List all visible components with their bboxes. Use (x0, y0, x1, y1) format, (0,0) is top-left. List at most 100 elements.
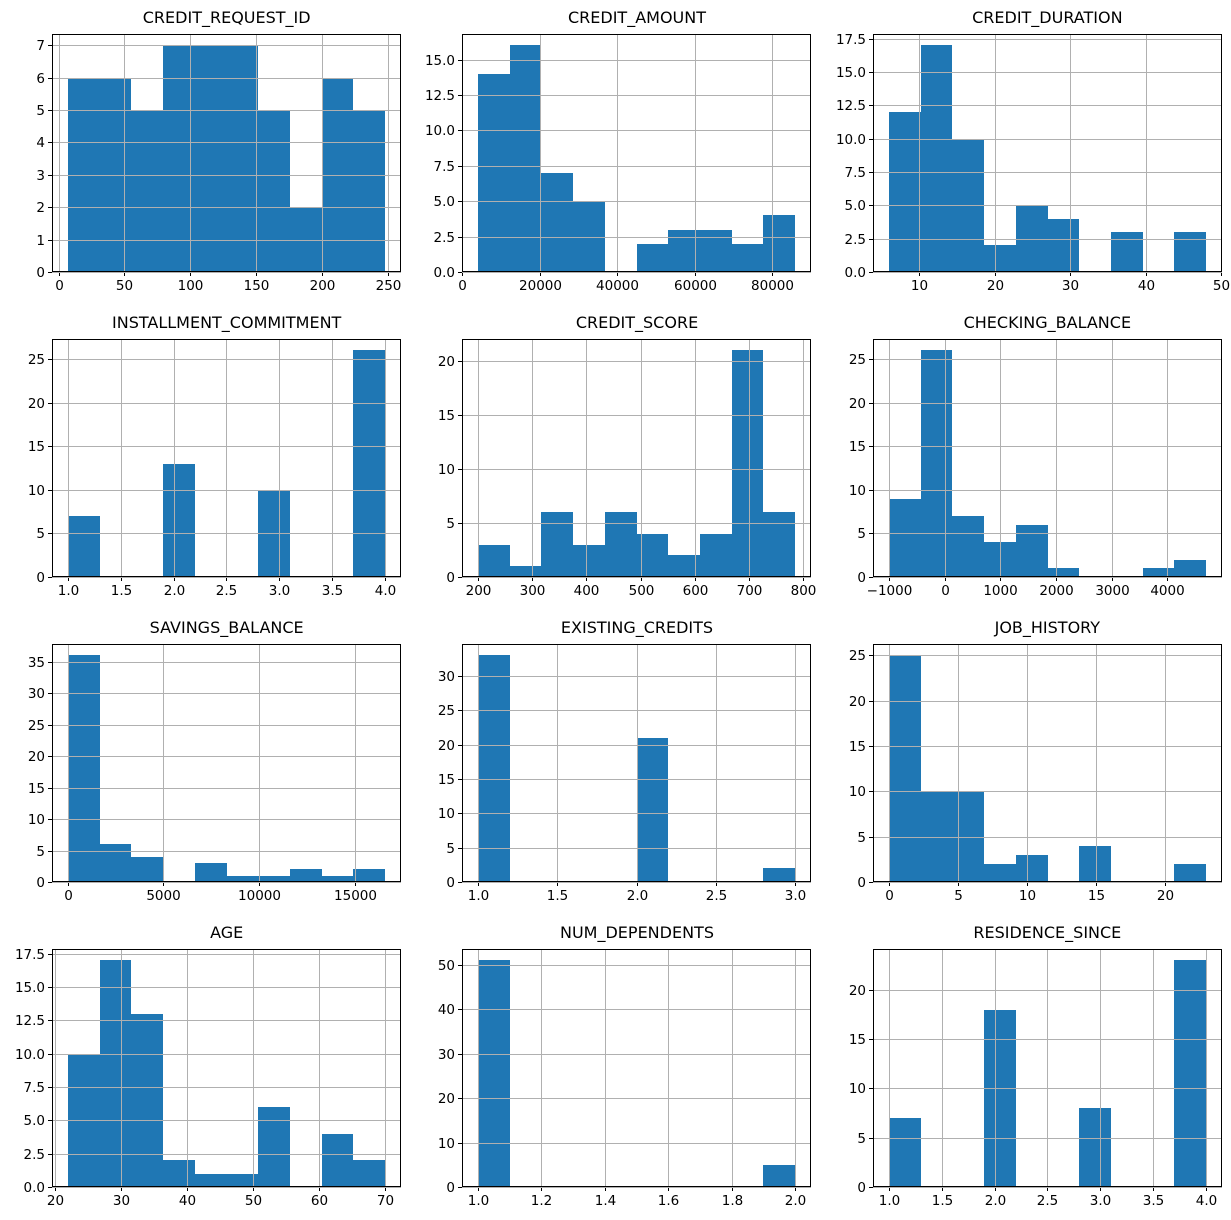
svg-text:1000: 1000 (983, 583, 1017, 599)
svg-text:15: 15 (28, 439, 45, 455)
svg-text:30: 30 (28, 686, 45, 702)
svg-text:5: 5 (857, 1131, 866, 1147)
svg-text:500: 500 (629, 583, 655, 599)
chart-title-existing-credits: EXISTING_CREDITS (560, 618, 714, 637)
svg-text:1.0: 1.0 (878, 1193, 899, 1209)
svg-text:5000: 5000 (146, 888, 180, 904)
svg-text:4: 4 (36, 135, 45, 151)
svg-text:40: 40 (438, 1002, 455, 1018)
chart-title-num-dependents: NUM_DEPENDENTS (560, 923, 714, 942)
svg-text:4.0: 4.0 (1195, 1193, 1216, 1209)
svg-text:25: 25 (848, 648, 865, 664)
svg-text:0: 0 (36, 570, 45, 586)
chart-title-installment-commitment: INSTALLMENT_COMMITMENT (112, 313, 342, 332)
plot-installment-commitment: 1.0 1.5 2.0 2.5 3.0 3.5 4.0 0 5 10 15 20 25 (0, 333, 410, 610)
plot-credit-score: 200 300 400 500 600 700 800 0 5 10 15 20 (410, 333, 820, 610)
svg-text:800: 800 (791, 583, 817, 599)
svg-text:30: 30 (1062, 278, 1079, 294)
svg-text:15: 15 (1088, 888, 1105, 904)
chart-title-age: AGE (210, 923, 244, 942)
subplot-credit-duration: CREDIT_DURATION 10 20 30 40 50 0.0 2.5 5.0 7.5 10… (821, 0, 1231, 305)
subplot-savings-balance: SAVINGS_BALANCE 0 5000 10000 15000 0 5 10 15 20 2… (0, 610, 410, 915)
svg-text:2.5: 2.5 (844, 232, 865, 248)
svg-text:5: 5 (857, 830, 866, 846)
subplot-num-dependents: NUM_DEPENDENTS 1.0 1.2 1.4 1.6 1.8 2.0 0 10 20 30… (410, 915, 820, 1220)
svg-text:150: 150 (244, 278, 270, 294)
svg-text:15.0: 15.0 (15, 980, 45, 996)
svg-text:20: 20 (848, 396, 865, 412)
svg-text:3000: 3000 (1095, 583, 1129, 599)
svg-text:5: 5 (954, 888, 963, 904)
svg-text:4000: 4000 (1150, 583, 1184, 599)
svg-text:20: 20 (438, 354, 455, 370)
svg-text:10.0: 10.0 (425, 123, 455, 139)
svg-text:50: 50 (245, 1193, 262, 1209)
svg-text:3.5: 3.5 (1142, 1193, 1163, 1209)
subplot-credit-score: CREDIT_SCORE 200 300 400 500 600 700 800 0 5 10 15… (410, 305, 820, 610)
svg-text:15: 15 (438, 772, 455, 788)
svg-text:20: 20 (1157, 888, 1174, 904)
svg-text:2.5: 2.5 (706, 888, 727, 904)
svg-text:20: 20 (438, 738, 455, 754)
svg-text:0: 0 (447, 570, 456, 586)
svg-text:0: 0 (857, 875, 866, 891)
svg-text:0: 0 (857, 1180, 866, 1196)
svg-text:0.0: 0.0 (844, 265, 865, 281)
svg-text:40000: 40000 (596, 278, 639, 294)
svg-text:4.0: 4.0 (375, 583, 396, 599)
svg-text:2.0: 2.0 (984, 1193, 1005, 1209)
svg-text:1.4: 1.4 (595, 1193, 616, 1209)
plot-job-history: 0 5 10 15 20 0 5 10 15 20 25 (821, 638, 1231, 915)
svg-text:200: 200 (466, 583, 492, 599)
chart-title-credit-duration: CREDIT_DURATION (972, 8, 1123, 27)
svg-text:0: 0 (36, 265, 45, 281)
svg-text:300: 300 (520, 583, 546, 599)
svg-text:0.0: 0.0 (24, 1180, 45, 1196)
svg-text:0: 0 (447, 1180, 456, 1196)
svg-text:10: 10 (848, 784, 865, 800)
chart-title-checking-balance: CHECKING_BALANCE (963, 313, 1132, 332)
svg-text:5.0: 5.0 (434, 194, 455, 210)
svg-text:2: 2 (36, 200, 45, 216)
svg-text:25: 25 (28, 718, 45, 734)
svg-text:10: 10 (848, 483, 865, 499)
svg-text:600: 600 (683, 583, 709, 599)
subplot-checking-balance: CHECKING_BALANCE −1000 0 1000 2000 3000 4000 0… (821, 305, 1231, 610)
svg-text:15000: 15000 (334, 888, 377, 904)
svg-text:2000: 2000 (1039, 583, 1073, 599)
svg-text:35: 35 (28, 655, 45, 671)
svg-text:5: 5 (447, 841, 456, 857)
svg-text:10: 10 (438, 462, 455, 478)
plot-credit-amount: 0 20000 40000 60000 80000 0.0 2.5 5.0 7.5 10.0 12.… (410, 28, 820, 305)
svg-text:10: 10 (438, 1136, 455, 1152)
svg-text:20: 20 (848, 983, 865, 999)
svg-text:20: 20 (47, 1193, 64, 1209)
svg-text:0: 0 (447, 875, 456, 891)
plot-savings-balance: 0 5000 10000 15000 0 5 10 15 20 25 30 35 (0, 638, 410, 915)
svg-text:1.0: 1.0 (58, 583, 79, 599)
svg-text:5: 5 (36, 844, 45, 860)
svg-text:2.0: 2.0 (785, 1193, 806, 1209)
svg-text:12.5: 12.5 (836, 98, 866, 114)
plot-credit-request-id: 0 50 100 150 200 250 0 1 2 3 4 5 6 7 (0, 28, 410, 305)
svg-text:2.5: 2.5 (24, 1147, 45, 1163)
svg-text:20: 20 (987, 278, 1004, 294)
svg-text:40: 40 (179, 1193, 196, 1209)
plot-existing-credits: 1.0 1.5 2.0 2.5 3.0 0 5 10 15 20 25 30 (410, 638, 820, 915)
svg-text:15: 15 (28, 781, 45, 797)
svg-text:70: 70 (377, 1193, 394, 1209)
svg-text:25: 25 (848, 352, 865, 368)
svg-text:0: 0 (55, 278, 64, 294)
chart-title-savings-balance: SAVINGS_BALANCE (149, 618, 304, 637)
svg-text:2.5: 2.5 (1036, 1193, 1057, 1209)
svg-text:60000: 60000 (674, 278, 717, 294)
svg-text:3.0: 3.0 (785, 888, 806, 904)
svg-text:0: 0 (64, 888, 73, 904)
subplot-installment-commitment: INSTALLMENT_COMMITMENT 1.0 1.5 2.0 2.5 3.0 3.… (0, 305, 410, 610)
svg-text:10: 10 (1019, 888, 1036, 904)
svg-text:25: 25 (438, 703, 455, 719)
subplot-existing-credits: EXISTING_CREDITS 1.0 1.5 2.0 2.5 3.0 0 5 10 15 20… (410, 610, 820, 915)
svg-text:17.5: 17.5 (836, 32, 866, 48)
svg-text:10: 10 (911, 278, 928, 294)
